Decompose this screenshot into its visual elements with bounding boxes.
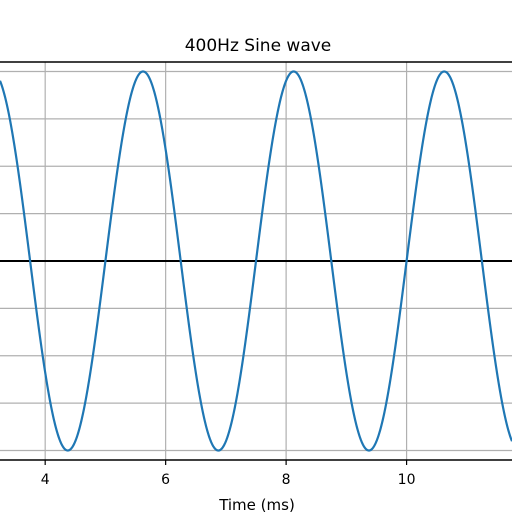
x-tick-label-0: 4 xyxy=(41,472,50,488)
axes-frame xyxy=(0,61,512,461)
x-tick-label-2: 8 xyxy=(282,472,291,488)
x-tick-label-3: 10 xyxy=(398,472,416,488)
x-tick-label-1: 6 xyxy=(161,472,170,488)
x-axis-label: Time (ms) xyxy=(218,496,295,512)
series-layer xyxy=(0,70,512,452)
x-ticks: 4 6 8 10 xyxy=(41,460,416,488)
series-line-0 xyxy=(0,70,512,452)
chart-title: 400Hz Sine wave xyxy=(185,36,332,56)
